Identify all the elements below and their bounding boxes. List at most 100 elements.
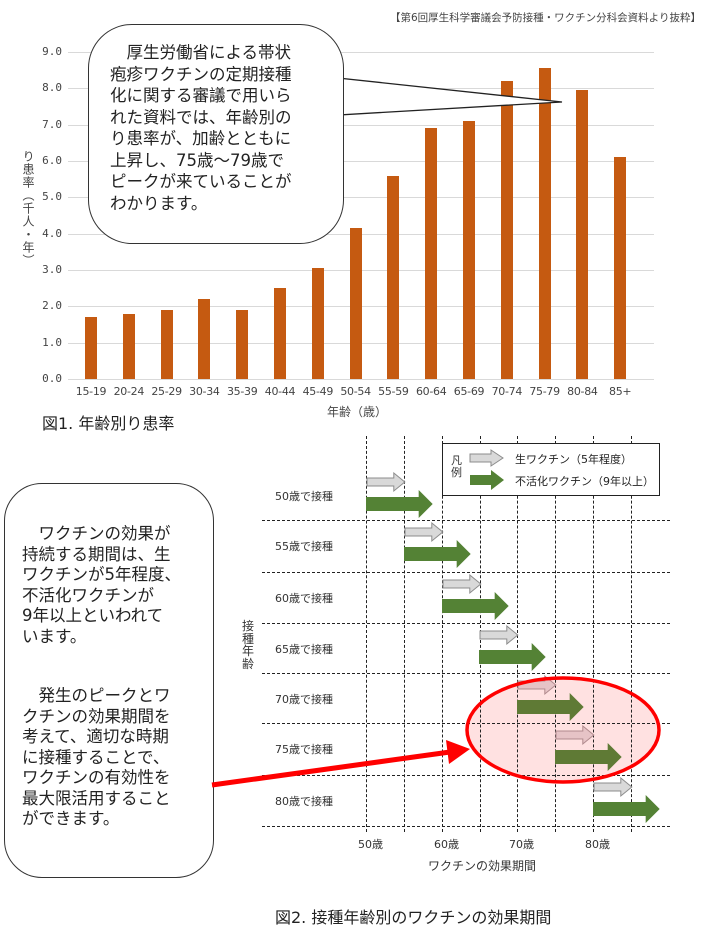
source-note: 【第6回厚生科学審議会予防接種・ワクチン分科会資料より抜粋】 <box>390 12 701 24</box>
grid-vertical-dashed <box>555 436 556 832</box>
grid-vertical-dashed <box>442 436 443 832</box>
bubble-pointer-mask <box>335 79 343 114</box>
gridline <box>68 379 654 380</box>
live-vaccine-arrow <box>479 625 519 646</box>
grid-vertical-dashed <box>404 436 405 832</box>
x-tick-label: 70歳 <box>509 838 534 851</box>
grid-horizontal-dashed <box>262 775 670 776</box>
callout-line: り患率が、加齢とともに <box>110 129 292 148</box>
y-tick-label: 4.0 <box>42 226 62 240</box>
bar-80-84 <box>576 90 589 379</box>
bar-75-79 <box>538 68 551 379</box>
inactivated-vaccine-arrow <box>517 693 584 721</box>
vaccine-duration-arrows <box>441 574 509 620</box>
x-tick-label: 80-84 <box>567 385 598 398</box>
callout-line: 化に関する審議で用いら <box>110 86 292 105</box>
x-tick-label: 40-44 <box>264 385 296 398</box>
row-label: 75歳で接種 <box>275 743 333 756</box>
callout-line: 疱疹ワクチンの定期接種 <box>110 64 292 84</box>
vaccine-duration-arrows <box>403 522 471 568</box>
bar-15-19 <box>85 317 97 379</box>
callout-line: ワクチンの効果が <box>22 524 171 543</box>
x-tick-label: 45-49 <box>302 385 334 398</box>
bar-85+ <box>614 157 627 379</box>
row-label: 60歳で接種 <box>275 592 333 605</box>
callout-line: 持続する期間は、生 <box>22 544 171 564</box>
x-tick-label: 35-39 <box>226 385 258 398</box>
grid-vertical-dashed <box>631 436 632 832</box>
legend-title: 凡例 <box>451 454 462 479</box>
row-label: 65歳で接種 <box>275 643 333 656</box>
y-tick-label: 7.0 <box>42 117 62 131</box>
gridline <box>68 124 654 126</box>
row-label: 50歳で接種 <box>275 490 333 503</box>
bar-35-39 <box>236 309 249 379</box>
x-tick-label: 20-24 <box>113 385 145 398</box>
callout-line: 考えて、適切な時期 <box>22 727 169 746</box>
figure-2-callout-bubble <box>4 483 214 878</box>
grid-vertical-dashed <box>593 436 594 832</box>
legend-live-label: 生ワクチン（5年程度） <box>515 453 632 466</box>
x-tick-label: 15-19 <box>75 385 107 398</box>
figure-2-caption: 図2. 接種年齢別のワクチンの効果期間 <box>275 908 552 927</box>
row-label: 55歳で接種 <box>275 540 333 553</box>
grid-horizontal-dashed <box>262 520 670 521</box>
row-label: 70歳で接種 <box>275 693 333 706</box>
callout-line: ワクチンの有効性を <box>22 768 171 787</box>
callout-line: 不活化ワクチンが <box>22 585 154 605</box>
live-vaccine-arrow-icon <box>469 449 504 467</box>
y-tick-label: 9.0 <box>42 45 62 58</box>
y-tick-label: 6.0 <box>42 154 62 167</box>
y-tick-label: 8.0 <box>42 81 62 95</box>
x-tick-label: 60歳 <box>434 838 459 851</box>
live-vaccine-arrow <box>555 725 595 746</box>
y-axis-label: り患率（千人・年） <box>21 150 35 267</box>
gridline <box>68 197 654 199</box>
y-tick-label: 2.0 <box>42 299 62 313</box>
inactivated-vaccine-arrow <box>366 490 433 518</box>
figure-2-callout-paragraph-2: 発生のピークとワ クチンの効果期間を 考えて、適切な時期 に接種することで、 ワクチンの… <box>22 686 217 830</box>
y-axis-label-vaccination-age: 接種年齢 <box>242 619 255 671</box>
bar-55-59 <box>387 175 400 379</box>
callout-line: ピークが来ていることが <box>110 172 292 191</box>
figure-2-callout-paragraph-1: ワクチンの効果が 持続する期間は、生 ワクチンが5年程度、 不活化ワクチンが 9年以上と… <box>22 524 217 647</box>
callout-line: 上昇し、75歳～79歳で <box>110 150 284 170</box>
vaccine-duration-arrows <box>592 777 660 823</box>
inactivated-vaccine-arrow-icon <box>470 470 504 490</box>
grid-horizontal-dashed <box>262 623 670 624</box>
x-tick-label: 30-34 <box>189 385 220 398</box>
bar-65-69 <box>463 121 475 379</box>
legend-inactivated-label: 不活化ワクチン（9年以上） <box>515 475 654 488</box>
inactivated-vaccine-arrow <box>592 795 660 823</box>
inactivated-vaccine-arrow <box>403 540 471 568</box>
grid-horizontal-dashed <box>262 826 670 827</box>
gridline <box>68 52 654 53</box>
callout-line: れた資料では、年齢別の <box>110 107 292 127</box>
figure-1-callout-bubble <box>88 24 344 244</box>
callout-line: 厚生労働省による帯状 <box>110 43 292 62</box>
x-tick-label: 65-69 <box>453 385 485 398</box>
callout-line: 最大限活用すること <box>22 788 171 808</box>
row-label: 80歳で接種 <box>275 795 333 808</box>
x-axis-label: 年齢（歳） <box>327 405 388 419</box>
callout-line: に接種することで、 <box>22 747 170 767</box>
callout-line: います。 <box>22 626 87 646</box>
callout-line: ができます。 <box>22 809 120 828</box>
live-vaccine-arrow <box>404 522 444 543</box>
x-tick-label: 50歳 <box>358 838 383 851</box>
x-tick-label: 80歳 <box>585 838 610 851</box>
x-tick-label: 55-59 <box>378 385 409 398</box>
x-tick-label: 25-29 <box>151 385 182 398</box>
vaccine-duration-arrows <box>479 625 547 671</box>
grid-horizontal-dashed <box>262 572 670 573</box>
callout-line: ワクチンが5年程度、 <box>22 565 181 584</box>
bar-45-49 <box>311 268 324 379</box>
vaccine-duration-arrows <box>366 472 433 518</box>
live-vaccine-arrow <box>442 574 482 595</box>
bar-40-44 <box>274 288 286 379</box>
x-axis-label-duration: ワクチンの効果期間 <box>428 859 537 873</box>
x-tick-label: 70-74 <box>491 385 523 398</box>
figure-1-caption: 図1. 年齢別り患率 <box>42 414 175 433</box>
